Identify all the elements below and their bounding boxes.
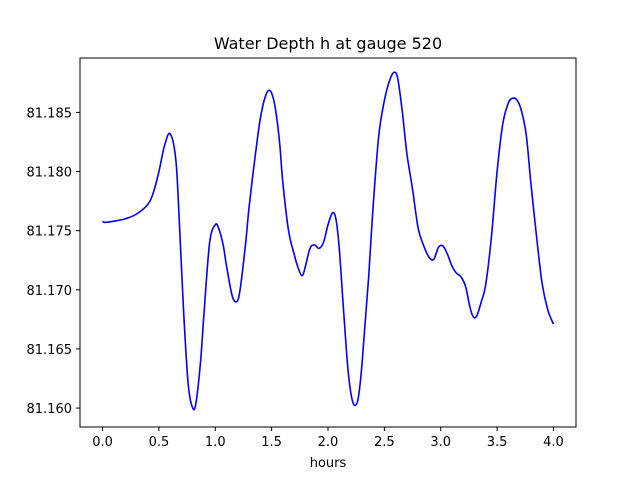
series-line <box>102 71 555 411</box>
y-tick-label: 81.160 <box>27 402 73 417</box>
plot-area <box>80 58 576 427</box>
y-tick-label: 81.175 <box>27 225 73 240</box>
x-tick-label: 0.5 <box>149 435 170 450</box>
x-tick-label: 2.5 <box>374 435 395 450</box>
y-axis-ticks: 81.160 81.165 81.170 81.175 81.180 81.185 <box>27 106 80 417</box>
x-axis-label: hours <box>310 456 347 471</box>
x-tick-label: 0.0 <box>92 435 113 450</box>
x-tick-label: 4.0 <box>543 435 564 450</box>
y-tick-label: 81.185 <box>27 106 73 121</box>
x-tick-label: 3.5 <box>487 435 508 450</box>
x-axis-ticks: 0.0 0.5 1.0 1.5 2.0 2.5 3.0 3.5 4.0 <box>92 427 564 450</box>
x-tick-label: 1.5 <box>261 435 282 450</box>
x-tick-label: 2.0 <box>318 435 339 450</box>
y-tick-label: 81.165 <box>27 343 73 358</box>
chart-title: Water Depth h at gauge 520 <box>214 34 442 53</box>
x-tick-label: 1.0 <box>205 435 226 450</box>
y-tick-label: 81.170 <box>27 284 73 299</box>
x-tick-label: 3.0 <box>430 435 451 450</box>
series-layer <box>102 71 555 411</box>
y-tick-label: 81.180 <box>27 166 73 181</box>
